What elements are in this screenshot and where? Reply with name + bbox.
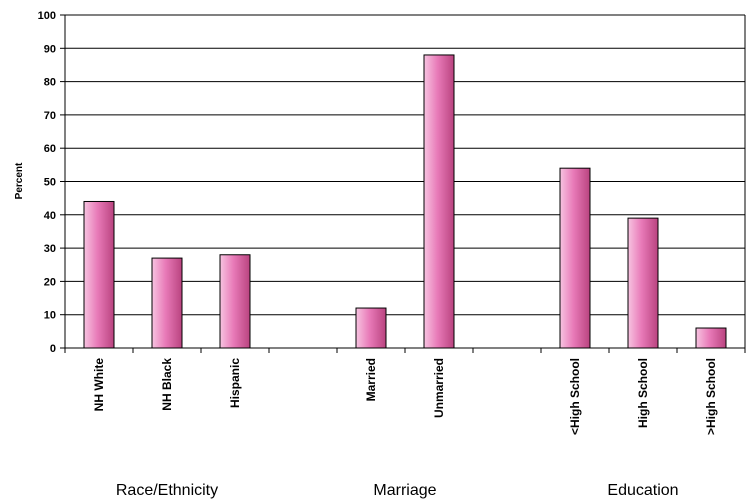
y-tick-label: 10 [44,310,56,322]
group-label: Education [607,482,678,499]
x-tick-marks [64,348,746,353]
bars [83,54,727,349]
group-label: Race/Ethnicity [116,482,218,499]
category-label: High School [636,358,650,428]
y-tick-label: 30 [44,243,56,255]
category-labels: NH White NH Black Hispanic Married Unmarried… [92,358,718,435]
group-labels: Race/Ethnicity Marriage Education [116,482,679,499]
y-tick-labels: 0 10 20 30 40 50 60 70 80 90 100 [38,10,65,355]
y-tick-label: 90 [44,43,56,55]
category-label: Married [364,358,378,401]
y-tick-label: 70 [44,110,56,122]
y-tick-label: 0 [50,343,56,355]
bar [355,307,387,349]
y-tick-label: 20 [44,276,56,288]
bar [219,254,251,349]
category-label: Hispanic [228,358,242,408]
y-tick-label: 100 [38,10,56,22]
category-label: NH Black [160,358,174,411]
bar [151,257,183,349]
category-label: NH White [92,358,106,412]
bar [423,54,455,349]
bar [627,217,659,349]
category-label: Unmarried [432,358,446,418]
category-label: >High School [704,358,718,435]
category-label: <High School [568,358,582,435]
y-tick-label: 80 [44,77,56,89]
group-label: Marriage [373,482,436,499]
bar [695,327,727,349]
y-tick-label: 50 [44,177,56,189]
bar [559,167,591,349]
y-tick-label: 40 [44,210,56,222]
bar [83,200,115,349]
y-tick-label: 60 [44,143,56,155]
y-axis-label: Percent [14,162,25,199]
